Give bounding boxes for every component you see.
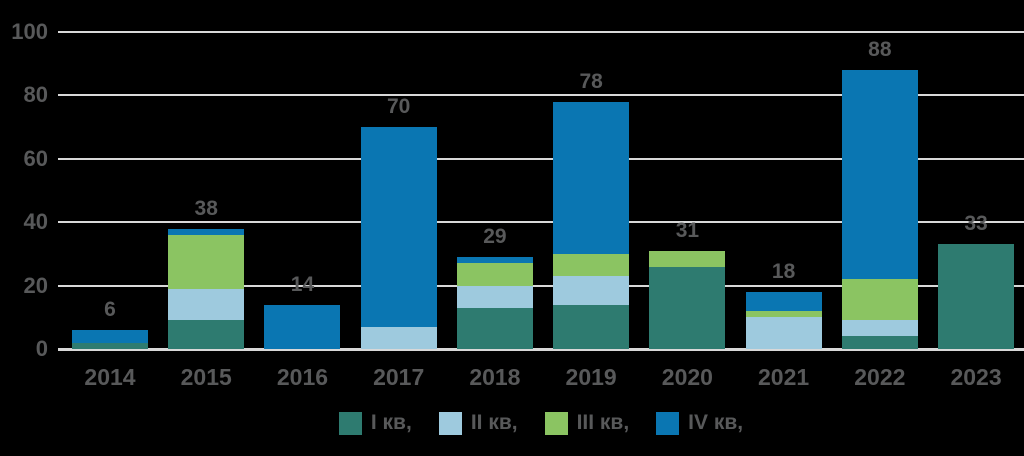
legend-item-II: II кв, — [438, 411, 518, 435]
bar-total-2018: 29 — [483, 225, 507, 249]
y-axis-label-80: 80 — [23, 82, 48, 108]
gridline-40 — [58, 221, 1024, 224]
legend-swatch-IV — [656, 411, 680, 435]
x-axis-label-2022: 2022 — [854, 364, 906, 390]
bar-segment-2015-II — [168, 288, 245, 321]
bar-2019 — [553, 101, 630, 349]
y-axis-label-60: 60 — [23, 145, 48, 171]
bar-total-2021: 18 — [771, 259, 796, 283]
gridline-100 — [58, 31, 1024, 33]
x-axis-label-2016: 2016 — [276, 364, 329, 390]
bar-segment-2019-III — [553, 253, 630, 277]
bar-total-2016: 14 — [290, 272, 315, 296]
gridline-0 — [58, 348, 1024, 351]
legend-swatch-II — [438, 411, 462, 435]
legend-label-III: III кв, — [576, 411, 630, 434]
y-axis-label-40: 40 — [23, 209, 48, 235]
bar-2023 — [938, 244, 1015, 349]
x-axis-label-2019: 2019 — [565, 364, 617, 390]
y-axis-label-100: 100 — [11, 19, 48, 44]
bar-total-2014: 6 — [104, 297, 116, 321]
bar-2021 — [745, 291, 822, 349]
bar-segment-2021-IV — [745, 291, 822, 311]
legend-item-III: III кв, — [544, 411, 630, 435]
bar-segment-2020-III — [649, 250, 726, 267]
bar-segment-2014-I — [72, 342, 148, 349]
x-axis-label-2021: 2021 — [758, 364, 810, 390]
legend-label-IV: IV кв, — [688, 411, 744, 434]
bar-2015 — [168, 228, 245, 349]
legend: I кв, II кв, III кв, IV кв, — [58, 411, 1024, 435]
bar-segment-2018-I — [456, 307, 533, 349]
bar-segment-2021-III — [745, 310, 822, 318]
bar-segment-2022-I — [841, 336, 918, 349]
bar-total-2017: 70 — [387, 95, 411, 119]
legend-item-I: I кв, — [338, 411, 412, 435]
bar-total-2019: 78 — [579, 69, 603, 93]
legend-label-II: II кв, — [470, 411, 518, 434]
bar-segment-2017-IV — [360, 127, 437, 327]
bar-segment-2022-IV — [841, 70, 918, 280]
bar-total-2015: 38 — [194, 196, 218, 220]
bar-segment-2021-II — [745, 317, 822, 349]
bar-2022 — [841, 70, 918, 349]
legend-swatch-I — [338, 411, 362, 435]
bar-2017 — [360, 127, 437, 349]
y-axis-label-0: 0 — [35, 336, 48, 361]
bar-segment-2019-IV — [553, 101, 630, 254]
x-axis-label-2023: 2023 — [950, 364, 1002, 390]
bar-total-2022: 88 — [868, 38, 892, 62]
bar-segment-2015-III — [168, 234, 245, 289]
legend-item-IV: IV кв, — [656, 411, 743, 435]
bar-2020 — [649, 250, 726, 349]
gridline-60 — [58, 157, 1024, 160]
x-axis-label-2020: 2020 — [661, 364, 713, 390]
bar-2016 — [264, 304, 341, 349]
bar-segment-2015-IV — [168, 228, 245, 235]
bar-segment-2018-IV — [456, 257, 533, 264]
bar-segment-2016-IV — [264, 304, 341, 349]
bar-total-2023: 33 — [964, 212, 988, 236]
x-axis-label-2018: 2018 — [469, 364, 521, 390]
bar-segment-2017-II — [360, 326, 437, 349]
legend-label-I: I кв, — [370, 411, 412, 434]
bar-segment-2020-I — [649, 266, 726, 349]
bar-segment-2022-II — [841, 320, 918, 337]
bar-total-2020: 31 — [675, 218, 700, 242]
bar-2014 — [72, 330, 148, 349]
gridline-20 — [58, 284, 1024, 287]
bar-segment-2014-IV — [72, 330, 148, 343]
bar-segment-2023-I — [938, 244, 1015, 349]
gridline-80 — [58, 94, 1024, 97]
bar-segment-2018-II — [456, 285, 533, 308]
bar-2018 — [456, 257, 533, 349]
x-axis-label-2014: 2014 — [84, 364, 136, 390]
x-axis-label-2017: 2017 — [373, 364, 425, 390]
y-axis-label-20: 20 — [23, 272, 48, 298]
bar-segment-2019-I — [553, 304, 630, 349]
bar-segment-2019-II — [553, 276, 630, 305]
x-axis-label-2015: 2015 — [180, 364, 232, 390]
bar-segment-2015-I — [168, 320, 245, 349]
bar-segment-2018-III — [456, 263, 533, 286]
bar-segment-2022-III — [841, 279, 918, 321]
legend-swatch-III — [544, 411, 568, 435]
